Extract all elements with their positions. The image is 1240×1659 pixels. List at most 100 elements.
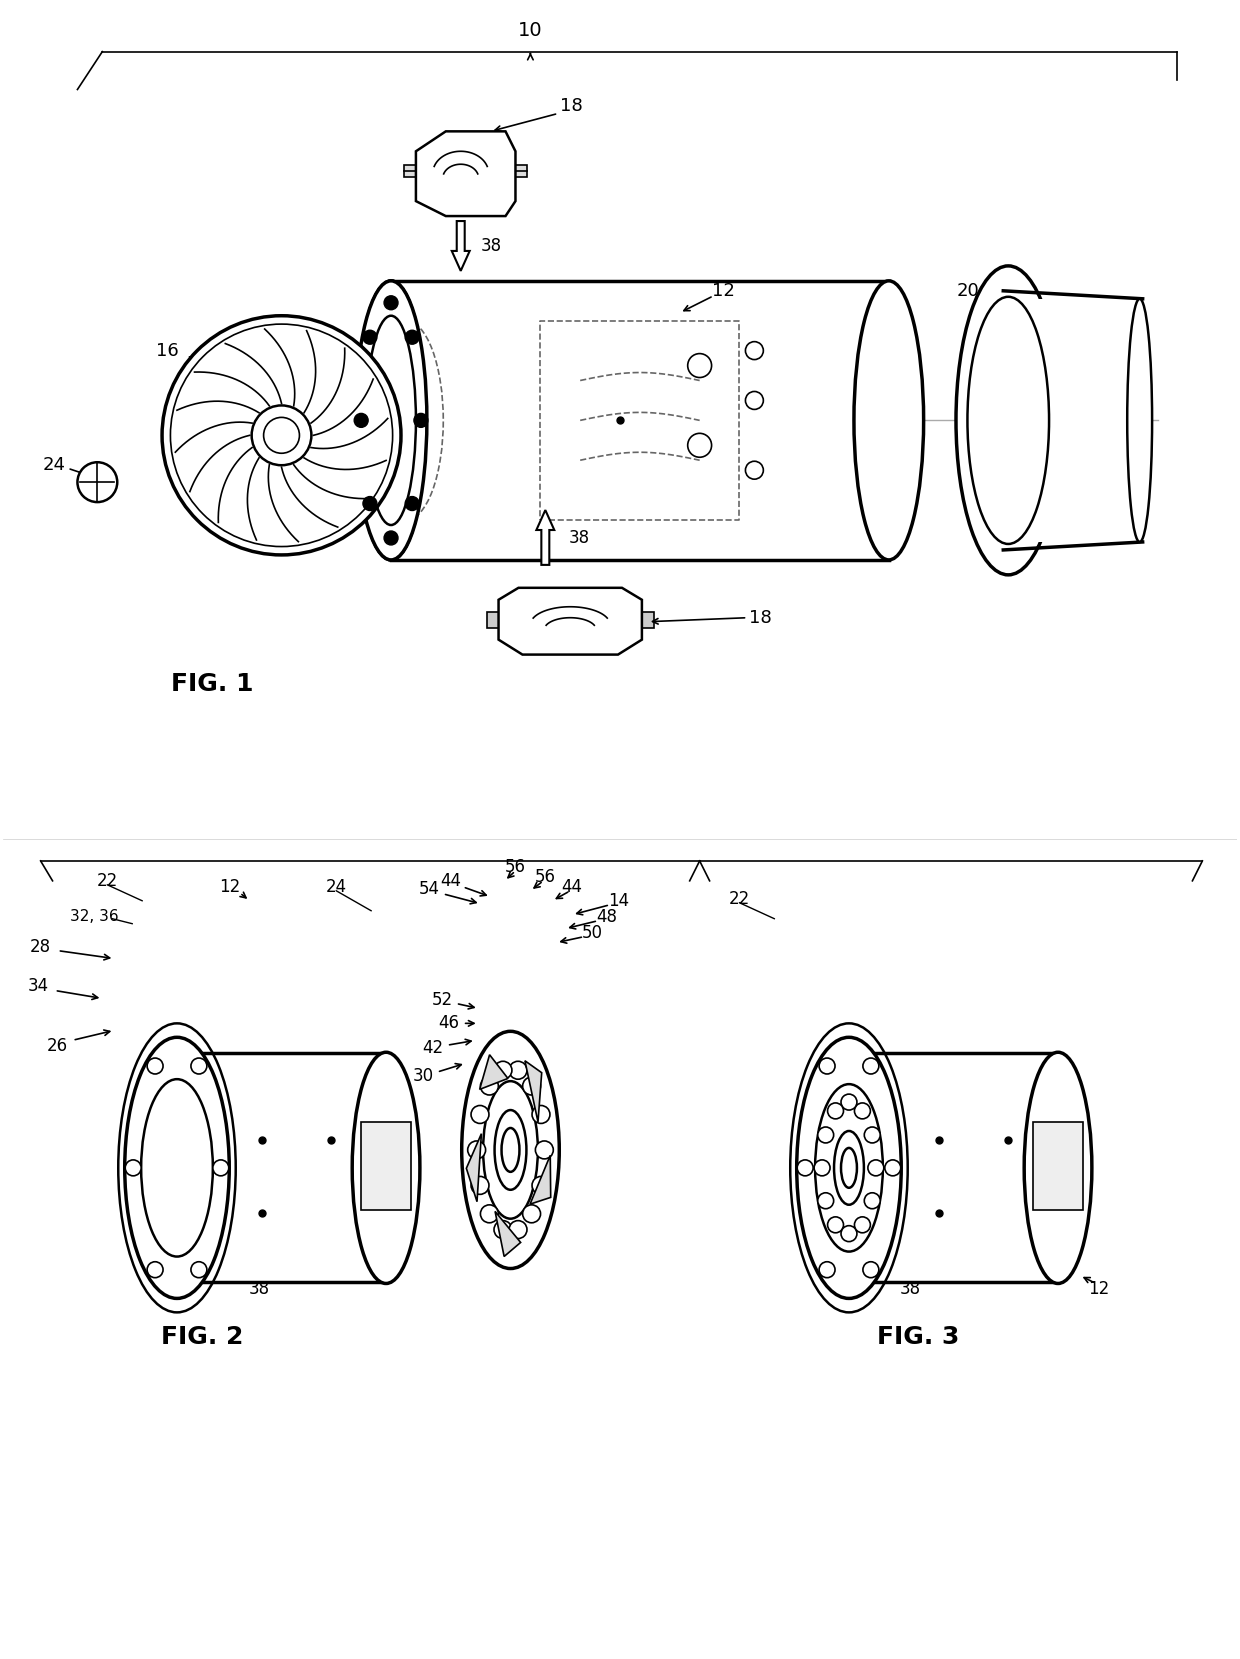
- Text: 24: 24: [326, 878, 347, 896]
- Circle shape: [688, 433, 712, 458]
- Circle shape: [405, 496, 419, 511]
- Text: 44: 44: [440, 873, 461, 889]
- Circle shape: [405, 330, 419, 343]
- Polygon shape: [466, 1133, 481, 1201]
- Bar: [1033, 1121, 1083, 1209]
- Circle shape: [820, 1058, 835, 1073]
- Ellipse shape: [956, 265, 1060, 576]
- Text: 28: 28: [30, 937, 51, 956]
- Polygon shape: [529, 1155, 551, 1204]
- Text: 38: 38: [249, 1281, 270, 1299]
- Bar: [361, 1121, 410, 1209]
- Circle shape: [480, 1204, 498, 1223]
- Ellipse shape: [1024, 1052, 1092, 1284]
- Text: 12: 12: [712, 282, 734, 300]
- Text: 12: 12: [1087, 1281, 1109, 1299]
- Ellipse shape: [495, 1110, 527, 1190]
- Circle shape: [414, 413, 428, 428]
- Polygon shape: [415, 131, 516, 216]
- Circle shape: [363, 496, 377, 511]
- Circle shape: [536, 1141, 553, 1160]
- Polygon shape: [177, 1053, 386, 1282]
- Circle shape: [471, 1105, 489, 1123]
- Circle shape: [148, 1058, 162, 1073]
- Ellipse shape: [815, 1083, 883, 1251]
- Text: 18: 18: [749, 609, 773, 627]
- Polygon shape: [1003, 299, 1142, 542]
- Ellipse shape: [967, 297, 1049, 544]
- Ellipse shape: [797, 1037, 901, 1299]
- Circle shape: [363, 330, 377, 343]
- Ellipse shape: [366, 315, 415, 524]
- Polygon shape: [391, 280, 889, 559]
- Polygon shape: [516, 166, 527, 178]
- Circle shape: [522, 1204, 541, 1223]
- Circle shape: [820, 1262, 835, 1277]
- Text: 32, 36: 32, 36: [69, 909, 119, 924]
- Circle shape: [745, 342, 764, 360]
- Circle shape: [494, 1221, 512, 1239]
- Circle shape: [885, 1160, 900, 1176]
- Circle shape: [494, 1062, 512, 1080]
- Ellipse shape: [352, 1052, 420, 1284]
- Ellipse shape: [1127, 299, 1152, 542]
- Text: 94: 94: [1073, 513, 1096, 531]
- Circle shape: [868, 1160, 884, 1176]
- Text: 50: 50: [582, 924, 603, 942]
- Text: 22: 22: [97, 873, 118, 889]
- Ellipse shape: [125, 1037, 229, 1299]
- Text: 56: 56: [534, 868, 556, 886]
- Circle shape: [213, 1160, 228, 1176]
- Circle shape: [467, 1141, 486, 1160]
- Circle shape: [815, 1160, 830, 1176]
- Text: 24: 24: [43, 456, 66, 474]
- Circle shape: [77, 463, 118, 503]
- Text: 22: 22: [729, 889, 750, 907]
- Circle shape: [355, 413, 368, 428]
- Text: 46: 46: [438, 1014, 459, 1032]
- Ellipse shape: [355, 280, 427, 559]
- Circle shape: [797, 1160, 813, 1176]
- Circle shape: [745, 461, 764, 479]
- Circle shape: [148, 1262, 162, 1277]
- Polygon shape: [537, 509, 554, 564]
- Text: 90: 90: [1087, 304, 1111, 322]
- Text: FIG. 2: FIG. 2: [161, 1326, 243, 1349]
- Text: 16: 16: [156, 342, 179, 360]
- Circle shape: [480, 1077, 498, 1095]
- Circle shape: [125, 1160, 141, 1176]
- Circle shape: [252, 405, 311, 465]
- Text: 56: 56: [505, 858, 526, 876]
- Circle shape: [745, 392, 764, 410]
- Circle shape: [384, 531, 398, 544]
- Text: 52: 52: [433, 992, 454, 1009]
- Circle shape: [827, 1103, 843, 1118]
- Text: 20: 20: [957, 282, 980, 300]
- Text: 14: 14: [608, 893, 629, 909]
- Text: FIG. 3: FIG. 3: [878, 1326, 960, 1349]
- Circle shape: [863, 1058, 879, 1073]
- Circle shape: [817, 1126, 833, 1143]
- Text: 30: 30: [413, 1067, 434, 1085]
- Circle shape: [510, 1221, 527, 1239]
- Polygon shape: [495, 1211, 521, 1256]
- Circle shape: [864, 1126, 880, 1143]
- Circle shape: [510, 1062, 527, 1080]
- Circle shape: [863, 1262, 879, 1277]
- Polygon shape: [486, 612, 498, 627]
- Circle shape: [688, 353, 712, 378]
- Polygon shape: [525, 1060, 542, 1121]
- Circle shape: [191, 1058, 207, 1073]
- Ellipse shape: [841, 1148, 857, 1188]
- Ellipse shape: [854, 280, 924, 559]
- Polygon shape: [642, 612, 653, 627]
- Polygon shape: [480, 1055, 508, 1090]
- Circle shape: [854, 1216, 870, 1233]
- Ellipse shape: [118, 1024, 236, 1312]
- Circle shape: [264, 418, 299, 453]
- Ellipse shape: [484, 1082, 538, 1219]
- Ellipse shape: [141, 1078, 213, 1256]
- Circle shape: [841, 1095, 857, 1110]
- Text: FIG. 1: FIG. 1: [171, 672, 253, 697]
- Circle shape: [522, 1077, 541, 1095]
